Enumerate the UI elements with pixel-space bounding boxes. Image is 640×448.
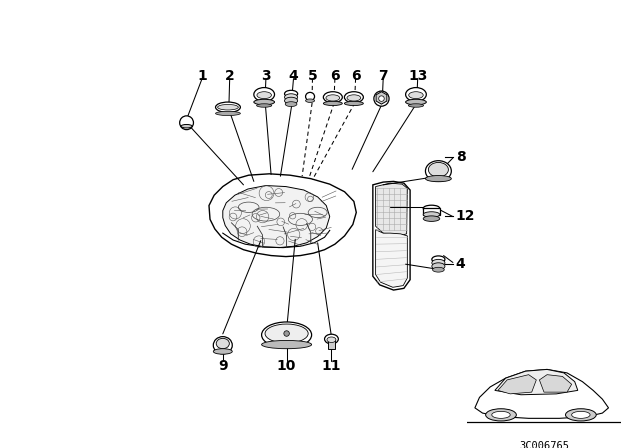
Ellipse shape (216, 102, 241, 112)
Ellipse shape (213, 336, 232, 354)
Ellipse shape (324, 334, 339, 344)
Ellipse shape (254, 87, 275, 101)
Polygon shape (376, 230, 407, 287)
Polygon shape (498, 375, 536, 394)
Ellipse shape (285, 102, 297, 107)
Text: 3: 3 (261, 69, 271, 83)
Text: 1: 1 (197, 69, 207, 83)
Ellipse shape (218, 104, 238, 110)
Ellipse shape (216, 338, 229, 349)
Ellipse shape (406, 99, 426, 105)
Polygon shape (540, 375, 572, 392)
Text: 4: 4 (456, 257, 465, 271)
Ellipse shape (216, 112, 241, 116)
Ellipse shape (432, 259, 445, 266)
Bar (423, 208, 440, 215)
Circle shape (374, 91, 389, 106)
Polygon shape (209, 174, 356, 257)
Ellipse shape (426, 161, 451, 181)
Ellipse shape (257, 104, 272, 107)
Ellipse shape (432, 263, 445, 270)
Ellipse shape (423, 212, 440, 217)
Text: 2: 2 (225, 69, 235, 83)
Ellipse shape (566, 409, 596, 421)
Ellipse shape (409, 92, 423, 99)
Text: 8: 8 (456, 150, 465, 164)
Ellipse shape (408, 104, 424, 107)
Ellipse shape (285, 97, 298, 104)
Text: 13: 13 (408, 69, 428, 83)
Circle shape (379, 96, 384, 101)
Text: 6: 6 (351, 69, 360, 83)
Circle shape (284, 331, 289, 336)
Text: 4: 4 (289, 69, 298, 83)
Text: 5: 5 (308, 69, 317, 83)
Ellipse shape (344, 92, 364, 103)
Ellipse shape (285, 94, 298, 101)
Ellipse shape (257, 92, 271, 99)
Ellipse shape (323, 92, 342, 103)
Ellipse shape (213, 349, 232, 354)
Ellipse shape (305, 92, 314, 101)
Polygon shape (495, 370, 578, 395)
Ellipse shape (433, 267, 444, 272)
Ellipse shape (254, 99, 275, 105)
Ellipse shape (181, 125, 192, 128)
Ellipse shape (432, 256, 445, 263)
Ellipse shape (344, 101, 364, 105)
Text: 11: 11 (322, 359, 341, 373)
Ellipse shape (492, 411, 510, 418)
Ellipse shape (426, 176, 451, 182)
Ellipse shape (347, 95, 361, 101)
Polygon shape (376, 183, 407, 237)
Ellipse shape (423, 205, 440, 211)
Ellipse shape (262, 322, 312, 348)
Ellipse shape (572, 411, 590, 418)
Ellipse shape (262, 340, 312, 349)
Text: 9: 9 (218, 359, 228, 373)
Text: 6: 6 (330, 69, 340, 83)
Ellipse shape (323, 101, 342, 105)
Text: 10: 10 (277, 359, 296, 373)
Circle shape (180, 116, 193, 129)
Ellipse shape (327, 337, 336, 342)
Ellipse shape (406, 87, 426, 101)
Polygon shape (373, 181, 410, 290)
Text: 12: 12 (456, 209, 475, 223)
Text: 3C006765: 3C006765 (519, 441, 569, 448)
Ellipse shape (486, 409, 516, 421)
Polygon shape (475, 370, 609, 418)
Ellipse shape (265, 324, 308, 343)
Ellipse shape (305, 99, 314, 103)
Bar (328, 339, 335, 349)
Text: 7: 7 (378, 69, 388, 83)
Ellipse shape (428, 163, 449, 177)
Polygon shape (223, 185, 330, 248)
Ellipse shape (326, 95, 340, 101)
Ellipse shape (423, 216, 440, 221)
Ellipse shape (285, 90, 298, 97)
